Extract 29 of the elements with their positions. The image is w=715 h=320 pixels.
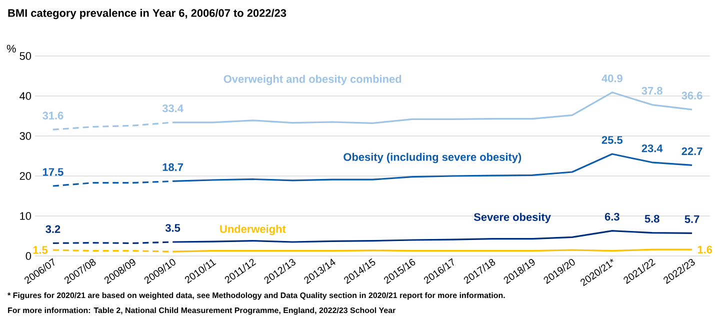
data-label: 36.6	[682, 92, 702, 100]
data-label: 5.7	[684, 215, 700, 224]
data-label: 17.5	[43, 168, 64, 176]
data-label: 40.9	[602, 74, 622, 82]
y-tick-label: 20	[20, 172, 32, 180]
data-label: 3.5	[165, 224, 180, 232]
data-label: 6.3	[604, 212, 620, 221]
y-axis-title: %	[6, 44, 16, 52]
data-label: 22.7	[682, 147, 702, 156]
data-label: 5.8	[644, 214, 660, 223]
data-label: 31.6	[42, 112, 64, 120]
data-label: 3.2	[46, 225, 60, 234]
data-label: 1.5	[33, 246, 48, 254]
y-tick-label: 30	[20, 132, 32, 140]
data-label: 18.7	[162, 163, 183, 172]
series-label: Severe obesity	[474, 212, 551, 224]
y-tick-label: 10	[20, 212, 32, 220]
data-label: 23.4	[642, 144, 663, 152]
y-tick-label: 50	[20, 52, 32, 60]
series-label: Underweight	[220, 224, 286, 236]
data-label: 25.5	[602, 136, 623, 144]
data-label: 1.6	[698, 246, 712, 254]
chart-title: BMI category prevalence in Year 6, 2006/07 to 2022/23	[8, 8, 286, 20]
series-label: Obesity (including severe obesity)	[344, 152, 522, 164]
text: Overweight and obesity combined	[224, 74, 402, 86]
y-tick-label: 0	[26, 252, 32, 260]
data-label: 37.8	[642, 86, 662, 95]
y-tick-label: 40	[20, 92, 32, 100]
data-label: 33.4	[162, 104, 184, 112]
